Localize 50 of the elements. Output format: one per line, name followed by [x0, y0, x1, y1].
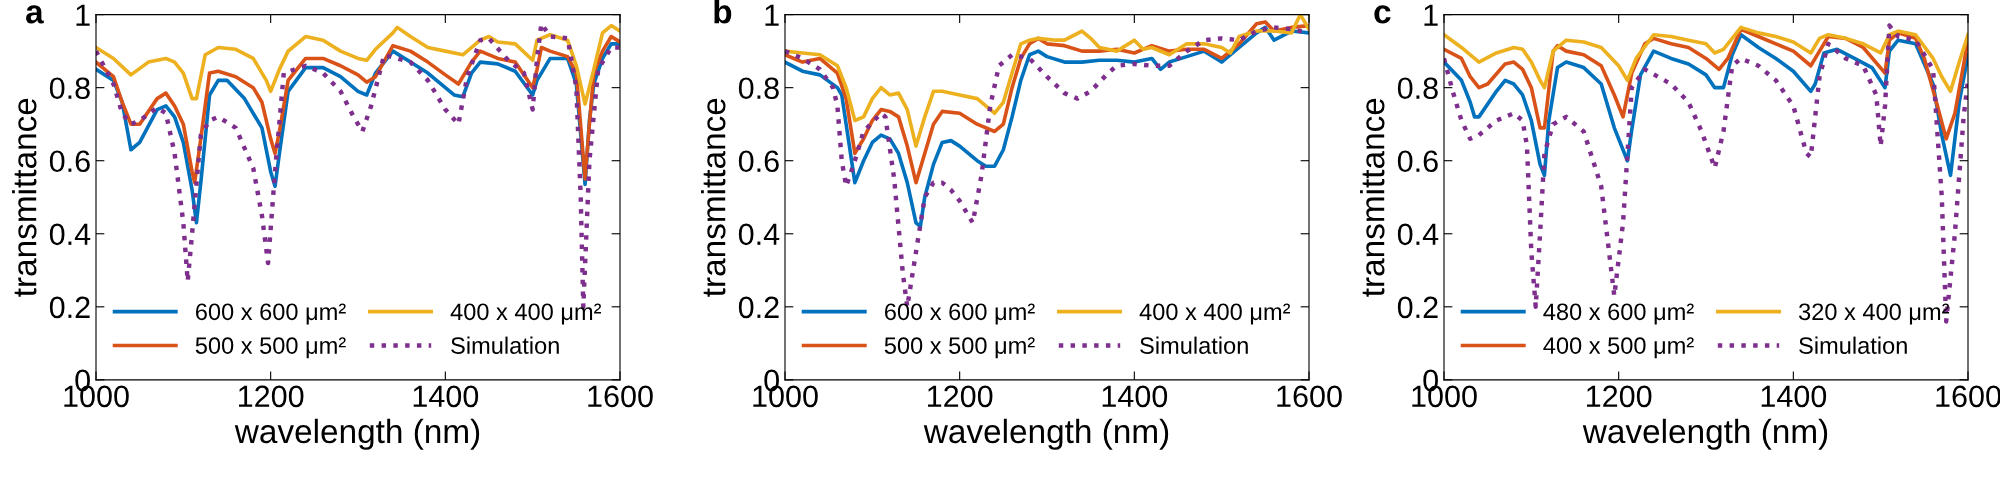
y-tick-label: 1 [76, 4, 90, 26]
y-axis-title: transmittance [12, 98, 37, 297]
legend-label: 320 x 400 μm² [1798, 303, 1950, 325]
x-tick-label: 1600 [1936, 385, 2000, 408]
x-tick-label: 1400 [413, 385, 479, 408]
y-tick-label: 1 [1424, 4, 1438, 26]
chart-title: b [714, 0, 732, 24]
chart-title: c [1374, 5, 1391, 24]
legend-label: Simulation [1140, 336, 1248, 354]
y-tick-label: 0.4 [738, 223, 780, 246]
legend-label: Simulation [451, 336, 559, 354]
line-series [96, 23, 620, 106]
line-series [1444, 23, 1968, 324]
legend-label: 600 x 600 μm² [195, 303, 346, 325]
legend-label: 400 x 400 μm² [1139, 303, 1291, 325]
x-tick-label: 1200 [239, 385, 304, 408]
legend-label: 400 x 500 μm² [1543, 337, 1694, 359]
y-tick-label: 0.8 [49, 77, 90, 100]
y-axis-title: transmittance [701, 98, 726, 297]
x-tick-label: 1200 [1587, 385, 1652, 408]
y-tick-label: 0.8 [1397, 77, 1438, 100]
y-tick-label: 0.2 [49, 296, 90, 319]
legend-label: 480 x 600 μm² [1543, 303, 1694, 325]
y-tick-label: 0.4 [49, 223, 91, 246]
y-tick-label: 0.2 [738, 296, 779, 319]
x-tick-label: 1400 [1102, 385, 1168, 408]
legend-label: 500 x 500 μm² [884, 337, 1035, 359]
x-tick-label: 1400 [1761, 385, 1827, 408]
y-tick-label: 0.4 [1397, 223, 1439, 246]
x-tick-label: 1600 [588, 385, 653, 408]
legend-label: 400 x 400 μm² [450, 303, 602, 325]
chart-title: a [26, 5, 44, 24]
legend-label: 600 x 600 μm² [884, 303, 1035, 325]
y-tick-label: 0.6 [49, 150, 90, 173]
x-axis-title: wavelength (nm) [234, 418, 480, 450]
x-tick-label: 1600 [1277, 385, 1342, 408]
legend-label: 500 x 500 μm² [195, 337, 346, 359]
y-tick-label: 0.6 [1397, 150, 1438, 173]
legend-label: Simulation [1799, 336, 1907, 354]
x-axis-title: wavelength (nm) [923, 418, 1169, 450]
y-axis-title: transmittance [1360, 98, 1385, 297]
y-tick-label: 0.2 [1397, 296, 1438, 319]
y-tick-label: 1 [765, 4, 779, 26]
line-series [96, 34, 620, 185]
line-series [785, 25, 1309, 229]
y-tick-label: 0.6 [738, 150, 779, 173]
x-axis-title: wavelength (nm) [1582, 418, 1828, 450]
y-tick-label: 0.8 [738, 77, 779, 100]
x-tick-label: 1200 [928, 385, 993, 408]
line-series [1444, 25, 1968, 94]
